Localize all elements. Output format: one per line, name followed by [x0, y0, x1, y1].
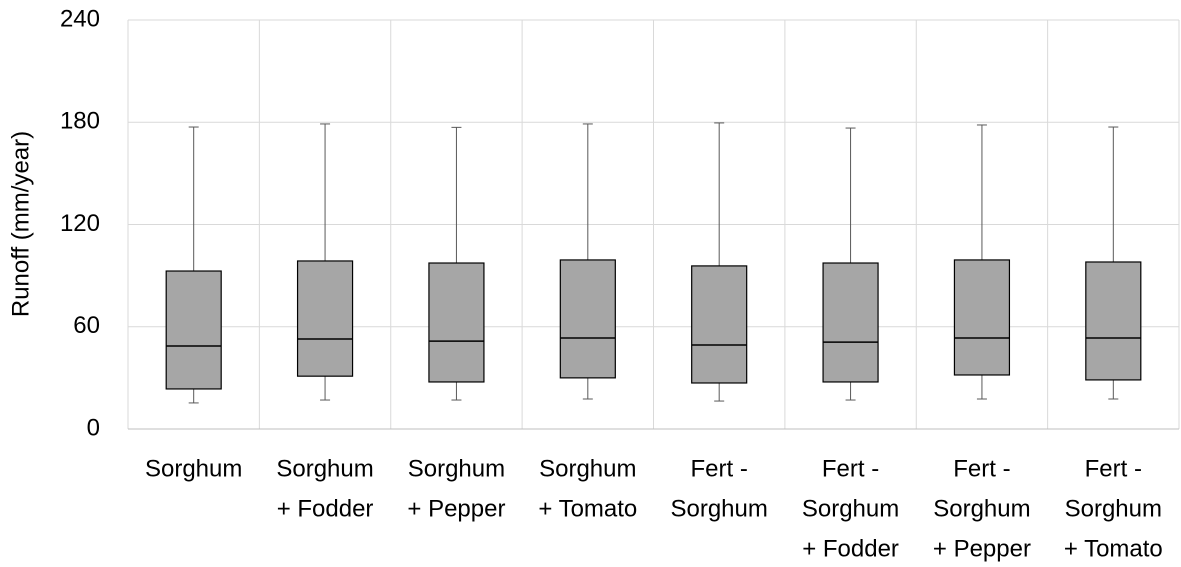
- y-tick-label: 60: [73, 312, 100, 339]
- y-axis-title: Runoff (mm/year): [7, 131, 34, 317]
- x-tick-label: Sorghum: [539, 455, 636, 482]
- x-tick-label: + Tomato: [538, 495, 637, 522]
- x-tick-label: Sorghum: [276, 455, 373, 482]
- x-tick-label: Fert -: [691, 455, 748, 482]
- box: [428, 262, 485, 383]
- box: [822, 262, 879, 383]
- box: [1085, 261, 1142, 381]
- x-tick-label: + Tomato: [1064, 535, 1163, 562]
- y-tick-label: 0: [87, 414, 100, 441]
- x-tick-label: Sorghum: [670, 495, 767, 522]
- x-tick-label: + Fodder: [802, 535, 899, 562]
- x-tick-label: Sorghum: [408, 455, 505, 482]
- x-tick-label: Sorghum: [1065, 495, 1162, 522]
- y-tick-label: 120: [60, 210, 100, 237]
- x-tick-label: + Fodder: [277, 495, 374, 522]
- x-tick-label: Sorghum: [802, 495, 899, 522]
- x-tick-label: + Pepper: [933, 535, 1031, 562]
- y-tick-label: 180: [60, 108, 100, 135]
- box: [691, 265, 748, 384]
- box: [165, 270, 222, 390]
- x-tick-label: Fert -: [953, 455, 1010, 482]
- x-tick-label: Sorghum: [933, 495, 1030, 522]
- box: [296, 260, 354, 377]
- x-tick-label: Fert -: [822, 455, 879, 482]
- x-tick-label: Fert -: [1085, 455, 1142, 482]
- y-tick-label: 240: [60, 5, 100, 32]
- box: [953, 259, 1011, 376]
- x-tick-label: + Pepper: [407, 495, 505, 522]
- x-tick-label: Sorghum: [145, 455, 242, 482]
- box: [559, 259, 616, 379]
